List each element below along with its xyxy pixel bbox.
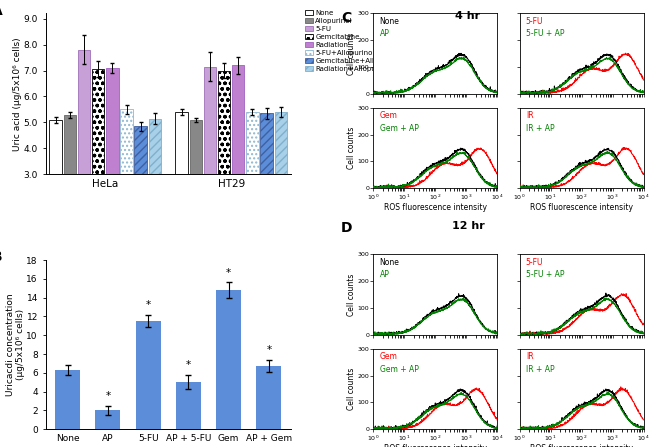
Text: IR: IR	[526, 111, 534, 120]
Text: A: A	[0, 4, 2, 18]
Text: Gem: Gem	[380, 111, 398, 120]
X-axis label: ROS fluorescence intensity: ROS fluorescence intensity	[530, 444, 633, 447]
Y-axis label: Cell counts: Cell counts	[347, 127, 356, 169]
Bar	[176, 382, 201, 429]
Text: None: None	[380, 17, 400, 25]
Text: Gem: Gem	[380, 352, 398, 361]
Bar	[49, 120, 62, 174]
Bar	[216, 290, 241, 429]
Bar	[96, 410, 120, 429]
Bar	[274, 112, 287, 174]
Text: AP: AP	[380, 270, 389, 279]
Text: AP: AP	[380, 30, 389, 38]
Text: Gem + AP: Gem + AP	[380, 365, 419, 374]
Bar	[135, 127, 147, 174]
Bar	[232, 65, 244, 174]
Text: *: *	[266, 346, 272, 355]
Bar	[78, 50, 90, 174]
Legend: None, Allopurinol, 5-FU, Gemcitabine, Radiation, 5-FU+Allopurinol, Gemcitabine+A: None, Allopurinol, 5-FU, Gemcitabine, Ra…	[304, 9, 393, 72]
Bar	[246, 112, 259, 174]
Bar	[261, 114, 273, 174]
Y-axis label: Cell counts: Cell counts	[347, 32, 356, 75]
Text: C: C	[341, 11, 352, 25]
Bar	[256, 366, 281, 429]
Text: 12 hr: 12 hr	[452, 221, 484, 231]
Text: *: *	[146, 300, 151, 310]
Text: 5-FU: 5-FU	[526, 17, 543, 25]
Text: IR + AP: IR + AP	[526, 365, 554, 374]
Bar	[149, 118, 161, 174]
Text: 5-FU: 5-FU	[526, 257, 543, 267]
Bar	[190, 120, 202, 174]
Text: D: D	[341, 221, 353, 235]
Bar	[64, 114, 76, 174]
Text: 5-FU + AP: 5-FU + AP	[526, 30, 564, 38]
Y-axis label: Uricacdi concentration
(µg/5x10⁶ cells): Uricacdi concentration (µg/5x10⁶ cells)	[6, 293, 25, 396]
Bar	[120, 110, 133, 174]
Text: *: *	[186, 360, 191, 371]
Text: None: None	[380, 257, 400, 267]
Bar	[55, 370, 80, 429]
Text: IR + AP: IR + AP	[526, 124, 554, 133]
X-axis label: ROS fluorescence intensity: ROS fluorescence intensity	[384, 444, 487, 447]
Bar	[136, 321, 161, 429]
Text: Gem + AP: Gem + AP	[380, 124, 419, 133]
Y-axis label: Cell counts: Cell counts	[347, 368, 356, 410]
Bar	[218, 71, 230, 174]
Text: 4 hr: 4 hr	[456, 11, 480, 21]
Y-axis label: Cell counts: Cell counts	[347, 273, 356, 316]
Bar	[176, 112, 188, 174]
Text: *: *	[105, 392, 110, 401]
Text: *: *	[226, 267, 231, 278]
Text: 5-FU + AP: 5-FU + AP	[526, 270, 564, 279]
Bar	[203, 67, 216, 174]
X-axis label: ROS fluorescence intensity: ROS fluorescence intensity	[384, 203, 487, 212]
Bar	[106, 68, 118, 174]
Y-axis label: Uric acid (µg/5x10⁶ cells): Uric acid (µg/5x10⁶ cells)	[13, 37, 22, 151]
Text: IR: IR	[526, 352, 534, 361]
X-axis label: ROS fluorescence intensity: ROS fluorescence intensity	[530, 203, 633, 212]
Text: B: B	[0, 250, 2, 264]
Bar	[92, 69, 105, 174]
